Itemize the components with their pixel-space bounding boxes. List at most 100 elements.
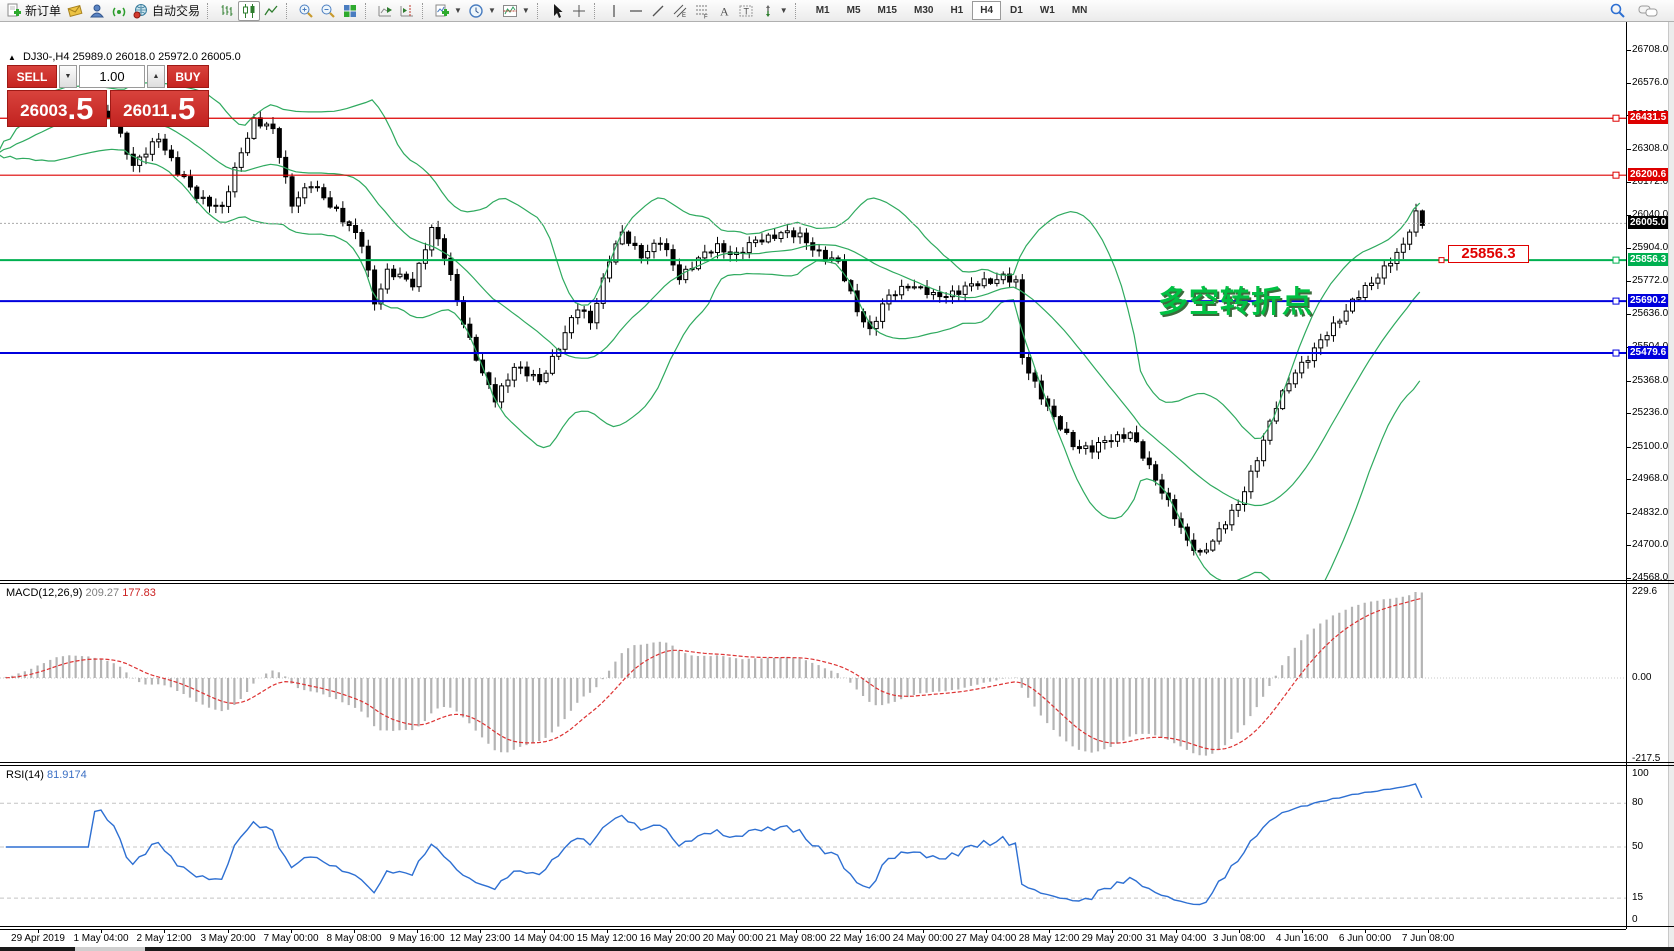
- timeframe-group: M1 M5 M15 M30 H1 H4 D1 W1 MN: [808, 1, 1096, 20]
- chart-shift-button[interactable]: [396, 1, 418, 21]
- line-chart-button[interactable]: [260, 1, 282, 21]
- svg-text:F: F: [704, 14, 708, 19]
- rsi-axis-label: 100: [1632, 768, 1649, 779]
- collapse-arrow-icon[interactable]: ▲: [8, 53, 16, 62]
- horizontal-line-button[interactable]: [625, 1, 647, 21]
- one-click-trade-panel: SELL ▼ 1.00 ▲ BUY 26003.5 26011.5: [7, 65, 209, 127]
- date-axis-tick: [670, 930, 671, 933]
- rsi-panel[interactable]: RSI(14) 81.9174: [0, 766, 1626, 926]
- cursor-button[interactable]: [546, 1, 568, 21]
- timeframe-h4[interactable]: H4: [972, 1, 1002, 20]
- buy-price-box[interactable]: 26011.5: [109, 90, 209, 127]
- line-chart-icon: [264, 5, 278, 15]
- date-axis-label: 14 May 04:00: [513, 933, 575, 944]
- price-axis-label: 26708.0: [1632, 44, 1669, 55]
- community-icon: [90, 4, 105, 17]
- equidistant-channel-icon: E: [673, 4, 687, 19]
- price-chart-canvas[interactable]: [0, 22, 1626, 580]
- crosshair-button[interactable]: [568, 1, 590, 21]
- search-button[interactable]: [1606, 1, 1629, 21]
- date-axis-label: 16 May 20:00: [639, 933, 701, 944]
- date-axis-label: 9 May 16:00: [389, 933, 445, 944]
- candlestick-button[interactable]: [238, 0, 261, 21]
- price-axis-tick: [1627, 149, 1631, 150]
- timeframe-m5[interactable]: M5: [846, 5, 861, 16]
- new-chart-button[interactable]: ▼: [431, 1, 465, 21]
- date-axis-tick: [1428, 930, 1429, 933]
- date-axis-tick: [164, 930, 165, 933]
- auto-scroll-icon: [378, 5, 393, 16]
- date-axis[interactable]: 29 Apr 2019 1 May 04:00 2 May 12:00 3 May 2…: [0, 929, 1626, 947]
- chat-icon: [1638, 5, 1658, 16]
- volume-decrease-button[interactable]: ▼: [59, 65, 77, 88]
- timeframe-h1[interactable]: H1: [950, 5, 964, 16]
- sell-button[interactable]: SELL: [7, 65, 57, 88]
- sell-price-box[interactable]: 26003.5: [7, 90, 107, 127]
- vertical-line-icon: [613, 4, 615, 17]
- zoom-out-button[interactable]: [317, 1, 339, 21]
- zoom-in-button[interactable]: [295, 1, 317, 21]
- timeframe-m1[interactable]: M1: [815, 5, 830, 16]
- auto-trading-button[interactable]: 自动交易: [130, 1, 203, 21]
- trendline-button[interactable]: [647, 1, 669, 21]
- date-axis-tick: [480, 930, 481, 933]
- buy-button[interactable]: BUY: [167, 65, 209, 88]
- price-axis-tick: [1627, 215, 1631, 216]
- volume-field[interactable]: 1.00: [79, 65, 145, 88]
- date-axis-tick: [417, 930, 418, 933]
- text-button[interactable]: A: [713, 1, 735, 21]
- timeframe-mn[interactable]: MN: [1071, 5, 1088, 16]
- macd-canvas: [0, 592, 1626, 756]
- community-button[interactable]: [86, 1, 108, 21]
- price-axis-tick: [1627, 50, 1631, 51]
- new-order-button[interactable]: 新订单: [3, 1, 64, 21]
- macd-panel[interactable]: MACD(12,26,9) 209.27 177.83: [0, 584, 1626, 762]
- panel-separator[interactable]: [0, 583, 1674, 584]
- vertical-line-button[interactable]: [603, 1, 625, 21]
- macd-value-main: 209.27: [85, 587, 120, 599]
- equidistant-channel-button[interactable]: E: [669, 1, 691, 21]
- price-tag-label[interactable]: 25856.3: [1448, 245, 1529, 263]
- price-axis[interactable]: 26708.026576.026444.026308.026172.026040…: [1627, 0, 1674, 951]
- rsi-axis-label: 80: [1632, 797, 1644, 808]
- timeframe-m30[interactable]: M30: [913, 5, 934, 16]
- rsi-axis-label: 15: [1632, 892, 1644, 903]
- main-chart-panel[interactable]: ▲ DJ30-,H4 25989.0 26018.0 25972.0 26005…: [0, 22, 1626, 580]
- chat-button[interactable]: [1635, 1, 1661, 21]
- signals-button[interactable]: [108, 1, 130, 21]
- mail-button[interactable]: [64, 1, 86, 21]
- panel-separator[interactable]: [0, 580, 1674, 581]
- panel-separator[interactable]: [0, 765, 1674, 766]
- fibonacci-button[interactable]: F: [691, 1, 713, 21]
- text-label-icon: T: [739, 5, 753, 16]
- auto-scroll-button[interactable]: [374, 1, 396, 21]
- price-axis-tick: [1627, 479, 1631, 480]
- timeframe-w1[interactable]: W1: [1039, 5, 1055, 16]
- window-tab[interactable]: [75, 947, 145, 951]
- text-label-button[interactable]: T: [735, 1, 757, 21]
- date-axis-label: 3 May 20:00: [200, 933, 256, 944]
- tile-windows-button[interactable]: [339, 1, 361, 21]
- timeframe-m15[interactable]: M15: [877, 5, 897, 16]
- bar-chart-button[interactable]: [216, 1, 238, 21]
- dropdown-caret-icon: ▼: [454, 6, 462, 15]
- price-level-chip: 25856.3: [1628, 253, 1669, 266]
- toolbar-separator: [422, 2, 428, 19]
- indicators-button[interactable]: ▼: [499, 1, 533, 21]
- toolbar-separator: [593, 2, 600, 19]
- price-axis-label: 25368.0: [1632, 375, 1669, 386]
- date-axis-tick: [1049, 930, 1050, 933]
- price-axis-tick: [1627, 447, 1631, 448]
- svg-text:A: A: [720, 4, 729, 18]
- chart-shift-icon: [400, 4, 414, 16]
- volume-increase-button[interactable]: ▲: [147, 65, 165, 88]
- panel-separator[interactable]: [0, 762, 1674, 763]
- timeframe-d1[interactable]: D1: [1010, 5, 1023, 16]
- arrows-button[interactable]: ▼: [757, 1, 791, 21]
- macd-axis-label: -217.5: [1632, 753, 1661, 764]
- price-axis-tick: [1627, 545, 1631, 546]
- profiles-button[interactable]: ▼: [465, 1, 499, 21]
- price-axis-tick: [1627, 248, 1631, 249]
- indicators-icon: [502, 4, 517, 17]
